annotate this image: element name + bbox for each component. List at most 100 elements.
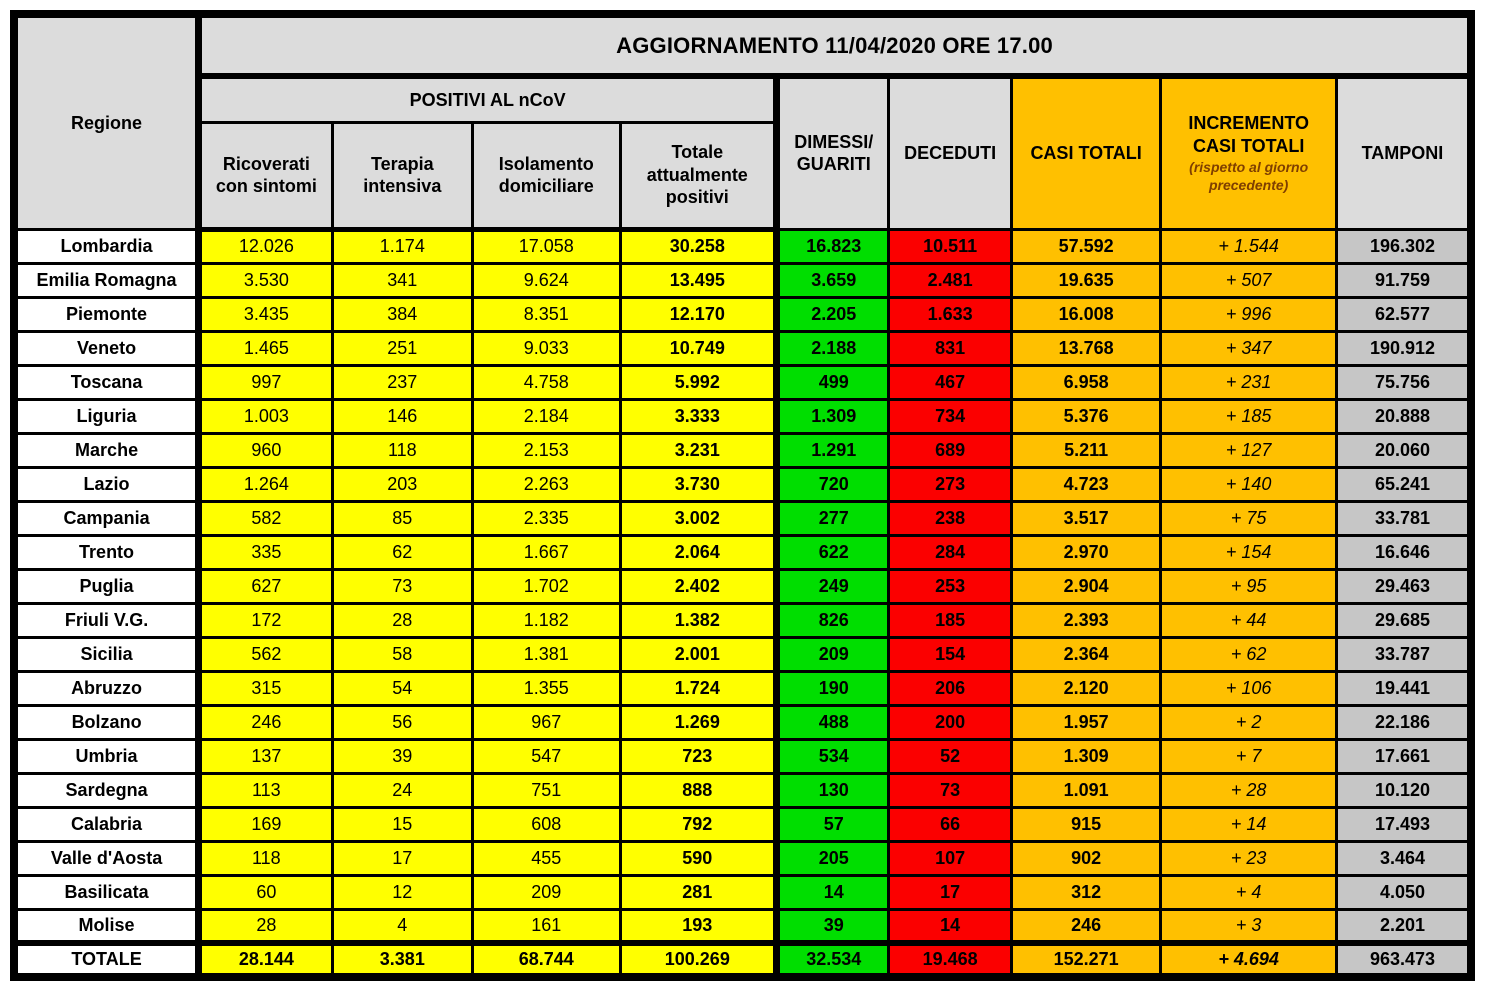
cell-incremento: + 7 [1159,737,1338,775]
cell-ricoverati: 997 [197,363,334,401]
cell-ricoverati: 169 [197,805,334,843]
cell-terapia-intensiva: 203 [330,465,475,503]
cell-region: Campania [12,499,203,537]
cell-incremento: + 44 [1159,601,1338,639]
cell-totale-positivi: 2.402 [618,567,779,605]
cell-deceduti: 17 [887,873,1013,911]
cell-region: Piemonte [12,295,203,333]
cell-deceduti: 14 [887,907,1013,945]
cell-casi-totali: 1.309 [1009,737,1163,775]
cell-incremento: + 106 [1159,669,1338,707]
cell-isolamento: 9.624 [471,261,622,299]
table-row: Puglia 627 73 1.702 2.402 249 253 2.904 + 95 29.4… [12,567,1473,605]
cell-incremento: + 185 [1159,397,1338,435]
cell-casi-totali: 1.091 [1009,771,1163,809]
cell-terapia-intensiva: 118 [330,431,475,469]
cell-terapia-intensiva: 24 [330,771,475,809]
cell-tamponi: 196.302 [1334,227,1473,265]
cell-deceduti: 467 [887,363,1013,401]
cell-deceduti: 185 [887,601,1013,639]
cell-totale-positivi: 5.992 [618,363,779,401]
cell-region: Lazio [12,465,203,503]
cell-dimessi-guariti: 209 [773,635,891,673]
cell-terapia-intensiva: 12 [330,873,475,911]
cell-dimessi-guariti: 32.534 [773,940,891,979]
table-row: Molise 28 4 161 193 39 14 246 + 3 2.201 [12,907,1473,945]
cell-dimessi-guariti: 14 [773,873,891,911]
header-totale-attualmente-positivi: Totale attualmente positivi [618,120,781,232]
header-positivi-group: POSITIVI AL nCoV [197,74,779,124]
cell-deceduti: 831 [887,329,1013,367]
header-casi-totali: CASI TOTALI [1009,74,1163,231]
cell-region: Bolzano [12,703,203,741]
cell-incremento: + 507 [1159,261,1338,299]
cell-totale-positivi: 10.749 [618,329,779,367]
cell-incremento: + 231 [1159,363,1338,401]
cell-terapia-intensiva: 85 [330,499,475,537]
cell-casi-totali: 5.376 [1009,397,1163,435]
cell-ricoverati: 113 [197,771,334,809]
cell-tamponi: 19.441 [1334,669,1473,707]
cell-deceduti: 734 [887,397,1013,435]
cell-tamponi: 17.661 [1334,737,1473,775]
table-row: Sicilia 562 58 1.381 2.001 209 154 2.364 + 62 33.… [12,635,1473,673]
cell-incremento: + 3 [1159,907,1338,945]
cell-casi-totali: 2.120 [1009,669,1163,707]
table-row: Emilia Romagna 3.530 341 9.624 13.495 3.659 2.… [12,261,1473,299]
cell-dimessi-guariti: 499 [773,363,891,401]
cell-ricoverati: 1.003 [197,397,334,435]
cell-isolamento: 4.758 [471,363,622,401]
cell-casi-totali: 19.635 [1009,261,1163,299]
table-row: Toscana 997 237 4.758 5.992 499 467 6.958 + 231 7… [12,363,1473,401]
table-row: Basilicata 60 12 209 281 14 17 312 + 4 4.050 [12,873,1473,911]
cell-tamponi: 91.759 [1334,261,1473,299]
cell-terapia-intensiva: 17 [330,839,475,877]
cell-ricoverati: 1.465 [197,329,334,367]
cell-totale-positivi: 723 [618,737,779,775]
cell-isolamento: 2.263 [471,465,622,503]
cell-totale-positivi: 3.730 [618,465,779,503]
cell-terapia-intensiva: 3.381 [330,940,475,979]
cell-region: Calabria [12,805,203,843]
cell-casi-totali: 13.768 [1009,329,1163,367]
cell-totale-positivi: 590 [618,839,779,877]
cell-isolamento: 8.351 [471,295,622,333]
cell-deceduti: 52 [887,737,1013,775]
table-header: Regione AGGIORNAMENTO 11/04/2020 ORE 17.… [12,12,1473,232]
cell-isolamento: 1.182 [471,601,622,639]
cell-dimessi-guariti: 277 [773,499,891,537]
cell-deceduti: 206 [887,669,1013,707]
cell-incremento: + 14 [1159,805,1338,843]
cell-isolamento: 2.184 [471,397,622,435]
cell-casi-totali: 4.723 [1009,465,1163,503]
cell-deceduti: 689 [887,431,1013,469]
table-row: Marche 960 118 2.153 3.231 1.291 689 5.211 + 127… [12,431,1473,469]
table-row: Lazio 1.264 203 2.263 3.730 720 273 4.723 + 140 6… [12,465,1473,503]
cell-totale-positivi: 3.333 [618,397,779,435]
cell-terapia-intensiva: 4 [330,907,475,945]
cell-totale-positivi: 13.495 [618,261,779,299]
cell-dimessi-guariti: 130 [773,771,891,809]
cell-terapia-intensiva: 56 [330,703,475,741]
cell-ricoverati: 28 [197,907,334,945]
cell-incremento: + 75 [1159,499,1338,537]
table-row: Liguria 1.003 146 2.184 3.333 1.309 734 5.376 + … [12,397,1473,435]
cell-totale-positivi: 281 [618,873,779,911]
cell-incremento: + 140 [1159,465,1338,503]
cell-tamponi: 33.781 [1334,499,1473,537]
cell-tamponi: 33.787 [1334,635,1473,673]
cell-isolamento: 455 [471,839,622,877]
cell-incremento: + 347 [1159,329,1338,367]
cell-region: Abruzzo [12,669,203,707]
cell-region: Sardegna [12,771,203,809]
header-ricoverati-con-sintomi: Ricoverati con sintomi [197,120,334,232]
cell-ricoverati: 3.530 [197,261,334,299]
cell-dimessi-guariti: 57 [773,805,891,843]
cell-ricoverati: 60 [197,873,334,911]
cell-casi-totali: 2.393 [1009,601,1163,639]
cell-casi-totali: 3.517 [1009,499,1163,537]
cell-region: Friuli V.G. [12,601,203,639]
cell-deceduti: 284 [887,533,1013,571]
cell-casi-totali: 6.958 [1009,363,1163,401]
cell-incremento: + 154 [1159,533,1338,571]
